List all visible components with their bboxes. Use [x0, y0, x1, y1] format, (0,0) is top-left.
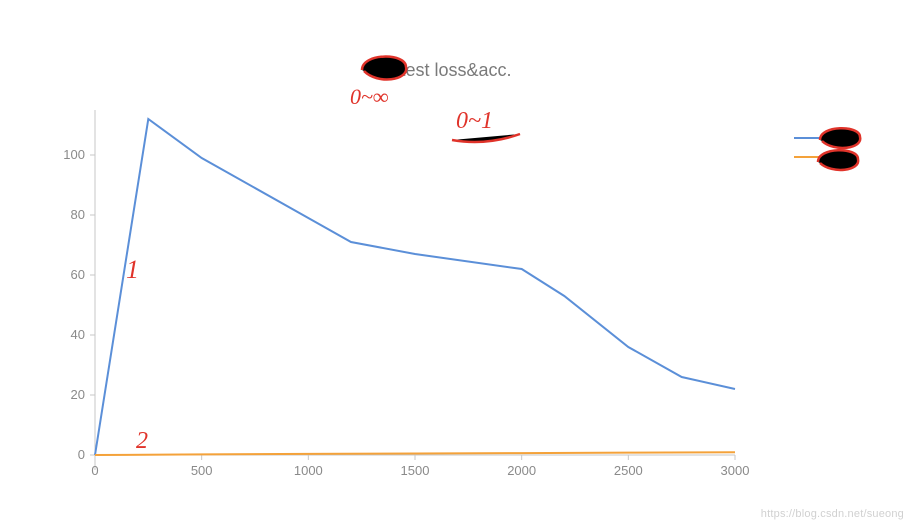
svg-text:2500: 2500	[614, 463, 643, 478]
svg-text:3000: 3000	[721, 463, 750, 478]
legend-label-loss: loss	[828, 130, 851, 145]
chart-title: test loss&acc.	[0, 60, 912, 81]
legend-swatch-acc	[794, 156, 822, 158]
svg-text:60: 60	[71, 267, 85, 282]
legend-label-acc: acc.	[828, 149, 852, 164]
svg-text:0~∞: 0~∞	[350, 84, 389, 109]
legend-item-loss: loss	[794, 130, 852, 145]
svg-text:40: 40	[71, 327, 85, 342]
legend: loss acc.	[794, 130, 852, 168]
svg-text:1000: 1000	[294, 463, 323, 478]
svg-text:100: 100	[63, 147, 85, 162]
plot-area: 020406080100050010001500200025003000	[95, 110, 735, 470]
legend-swatch-loss	[794, 137, 822, 139]
svg-text:20: 20	[71, 387, 85, 402]
svg-text:500: 500	[191, 463, 213, 478]
chart-container: test loss&acc. 0204060801000500100015002…	[0, 0, 912, 524]
svg-text:2000: 2000	[507, 463, 536, 478]
svg-text:80: 80	[71, 207, 85, 222]
svg-text:0: 0	[91, 463, 98, 478]
svg-text:1500: 1500	[401, 463, 430, 478]
legend-item-acc: acc.	[794, 149, 852, 164]
watermark: https://blog.csdn.net/sueong	[761, 508, 904, 520]
svg-text:0: 0	[78, 447, 85, 462]
